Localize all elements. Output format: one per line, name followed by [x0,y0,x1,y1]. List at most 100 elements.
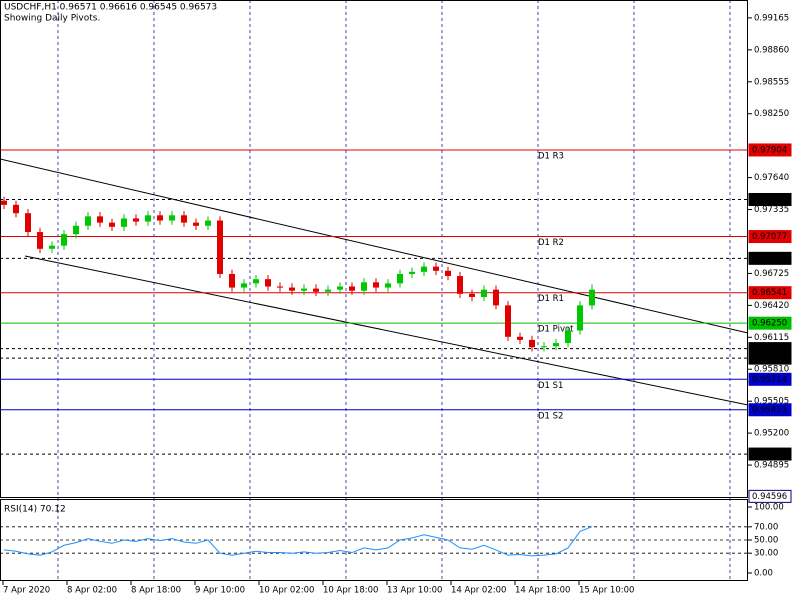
price-box [748,351,792,365]
candle-body [553,343,559,347]
x-tick-label: 14 Apr 02:00 [451,586,506,596]
candle-body [265,279,271,287]
price-box [748,372,792,386]
price-box [748,230,792,244]
y-tick-label: 0.97335 [754,205,789,215]
x-tick-label: 9 Apr 10:00 [195,586,245,596]
y-tick-label: 0.99165 [754,13,789,23]
candle-body [457,276,463,294]
candle-body [145,215,151,222]
y-tick-label: 0.95810 [754,365,789,375]
trend-channel-lower [24,255,749,406]
candle-body [25,213,31,233]
candle-body [385,283,391,288]
price-box-label: 0.96250 [752,319,787,329]
rsi-label: RSI(14) 70.12 [4,505,66,515]
y-tick-label: 0.96420 [754,301,789,311]
level-name: D1 R2 [538,238,564,248]
candle-body [541,346,547,348]
candle-body [289,287,295,291]
price-box [748,192,792,206]
y-tick-label: 0.98860 [754,45,789,55]
price-box [748,286,792,300]
main-pane-border [0,0,748,498]
pivot-levels: D1 R3 D1 R2 D1 R1 D1 Pivot D1 S1 D1 S2 [0,149,748,455]
rsi-tick-label: 70.00 [754,522,778,532]
price-box [748,143,792,157]
candle-body [301,288,307,291]
rsi-pane [0,526,748,557]
candle-body [409,271,415,274]
y-tick-label: 0.98555 [754,77,789,87]
x-tick-label: 10 Apr 18:00 [323,586,378,596]
candle-body [85,216,91,226]
y-tick-label: 0.94895 [754,461,789,471]
candle-body [205,220,211,226]
candle-body [121,218,127,227]
x-tick-label: 10 Apr 02:00 [259,586,314,596]
candle-body [325,289,331,292]
price-box-label: 0.94596 [752,492,787,502]
candle-body [1,200,7,205]
candle-body [337,286,343,290]
level-name: D1 R1 [538,294,564,304]
candle-body [313,288,319,292]
y-tick-label: 0.97640 [754,173,789,183]
candle-body [241,283,247,288]
trend-channel-upper [0,158,749,334]
candle-body [37,232,43,249]
y-tick-label: 0.96115 [754,333,789,343]
chart-subtitle: Showing Daily Pivots. [4,14,100,24]
price-box [748,251,792,265]
candles [1,196,595,352]
x-tick-label: 8 Apr 02:00 [67,586,117,596]
candle-body [169,215,175,221]
candle-body [349,286,355,291]
y-tick-label: 0.95505 [754,397,789,407]
candle-body [61,234,67,246]
candle-body [373,282,379,288]
x-tick-label: 8 Apr 18:00 [131,586,181,596]
candle-body [517,336,523,340]
price-box [748,316,792,330]
candle-body [565,330,571,344]
level-name: D1 S1 [538,381,563,391]
candle-body [49,245,55,249]
price-box [748,403,792,417]
candle-body [589,289,595,306]
price-box-label: 0.95916 [752,354,787,364]
candle-body [73,225,79,235]
x-tick-label: 15 Apr 10:00 [579,586,634,596]
candle-body [529,339,535,348]
candle-body [193,222,199,226]
price-box [748,489,792,503]
time-grid [57,0,731,580]
y-tick-label: 0.95200 [754,429,789,439]
candle-body [505,305,511,337]
price-box-label: 0.97431 [752,195,787,205]
level-name: D1 R3 [538,151,564,161]
candle-body [421,266,427,272]
price-box-label: 0.95714 [752,375,787,385]
candle-body [277,286,283,288]
candle-body [493,289,499,306]
price-box-label: 0.96869 [752,254,787,264]
candle-body [577,305,583,331]
price-box-label: 0.96541 [752,288,787,298]
level-name: D1 Pivot [538,325,574,335]
candle-body [97,216,103,223]
rsi-pane-border [0,499,748,581]
candle-body [157,215,163,221]
candle-body [217,220,223,274]
candle-body [433,266,439,271]
candle-body [181,215,187,223]
y-tick-label: 0.96725 [754,269,789,279]
price-box-label: 0.95423 [752,405,787,415]
x-tick-label: 7 Apr 2020 [3,586,50,596]
candle-body [133,218,139,222]
x-tick-label: 13 Apr 10:00 [387,586,442,596]
y-tick-label: 0.98250 [754,109,789,119]
candle-body [253,279,259,284]
